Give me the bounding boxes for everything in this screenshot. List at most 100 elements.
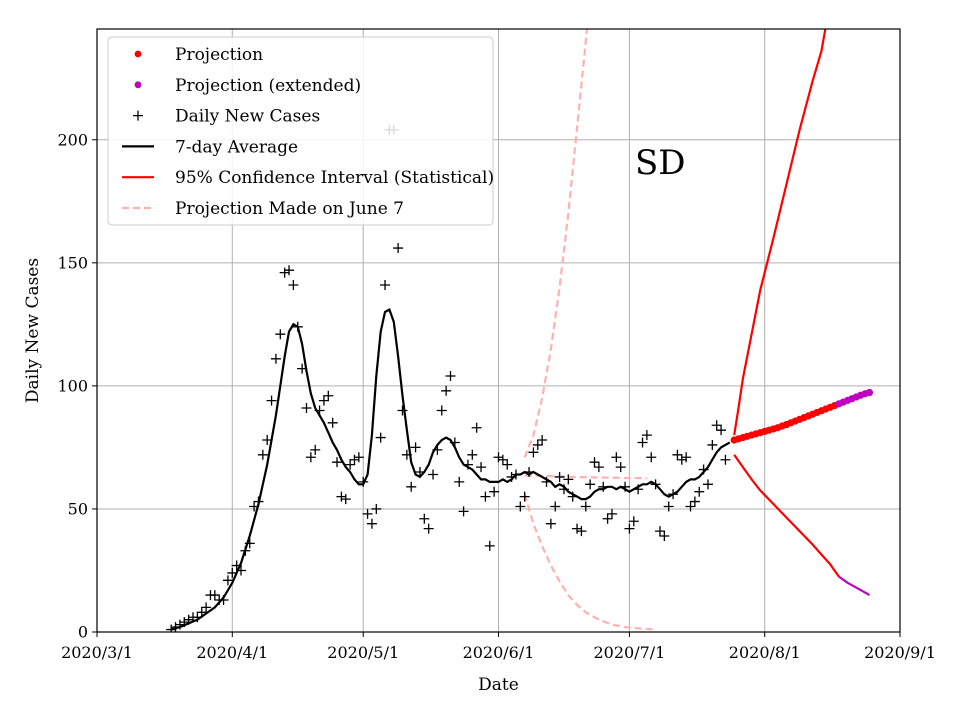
daily-case-point <box>558 484 569 495</box>
daily-case-point <box>702 479 713 490</box>
y-tick-label: 200 <box>57 130 88 149</box>
daily-case-point <box>380 279 391 290</box>
daily-case-point <box>454 476 465 487</box>
legend-label-avg7: 7-day Average <box>175 137 298 157</box>
daily-case-point <box>528 447 539 458</box>
daily-case-point <box>279 267 290 278</box>
daily-case-point <box>270 353 281 364</box>
daily-case-point <box>532 439 543 450</box>
y-axis: 0 50 100 150 200 <box>57 130 97 642</box>
daily-case-point <box>414 467 425 478</box>
daily-case-point <box>602 513 613 524</box>
daily-case-point <box>218 595 229 606</box>
daily-case-point <box>401 449 412 460</box>
daily-case-point <box>301 403 312 414</box>
x-tick-label: 2020/5/1 <box>327 643 399 662</box>
daily-case-point <box>253 496 264 507</box>
daily-case-point <box>537 435 548 446</box>
daily-case-point <box>284 265 295 276</box>
daily-case-point <box>646 452 657 463</box>
daily-case-point <box>685 501 696 512</box>
daily-case-point <box>620 481 631 492</box>
x-axis-label: Date <box>478 675 519 695</box>
daily-case-point <box>262 435 273 446</box>
x-tick-label: 2020/6/1 <box>463 643 535 662</box>
daily-case-point <box>428 469 439 480</box>
daily-case-point <box>310 444 321 455</box>
daily-case-point <box>423 523 434 534</box>
legend: Projection Projection (extended) Daily New… <box>107 36 494 226</box>
daily-case-point <box>711 420 722 431</box>
daily-case-point <box>170 622 181 632</box>
daily-case-point <box>179 617 190 628</box>
daily-case-point <box>393 243 404 254</box>
daily-case-point <box>353 452 364 463</box>
daily-case-point <box>707 439 718 450</box>
june7-projection-line <box>523 493 656 631</box>
daily-case-point <box>489 486 500 497</box>
daily-case-point <box>502 459 513 470</box>
projection-extended-point <box>865 388 874 397</box>
series-layer <box>166 29 874 632</box>
daily-case-point <box>654 526 665 537</box>
daily-case-point <box>628 516 639 527</box>
daily-case-point <box>445 371 456 382</box>
x-axis: 2020/3/1 2020/4/1 2020/5/1 2020/6/1 2020/7/1… <box>61 632 936 662</box>
daily-case-point <box>524 467 535 478</box>
ci-lower-extended-line <box>838 575 871 597</box>
legend-handle-projection <box>134 50 142 58</box>
y-tick-label: 0 <box>78 623 88 642</box>
daily-case-point <box>663 501 674 512</box>
daily-case-point <box>497 454 508 465</box>
legend-handle-daily <box>133 110 143 121</box>
daily-case-point <box>196 607 207 618</box>
daily-case-point <box>236 565 247 576</box>
daily-case-point <box>506 471 517 482</box>
x-tick-label: 2020/3/1 <box>61 643 133 662</box>
daily-case-point <box>441 385 452 396</box>
daily-case-point <box>257 449 268 460</box>
daily-case-point <box>336 491 347 502</box>
daily-case-point <box>432 444 443 455</box>
daily-case-point <box>266 395 277 406</box>
daily-case-point <box>611 452 622 463</box>
daily-case-point <box>305 452 316 463</box>
daily-case-point <box>716 425 727 436</box>
plot-area <box>166 29 874 632</box>
daily-case-point <box>681 452 692 463</box>
daily-case-point <box>471 422 482 433</box>
daily-case-point <box>288 279 299 290</box>
daily-case-point <box>231 560 242 571</box>
daily-case-point <box>240 545 251 556</box>
daily-case-point <box>480 491 491 502</box>
x-tick-label: 2020/9/1 <box>864 643 936 662</box>
daily-case-point <box>166 624 177 632</box>
x-tick-label: 2020/7/1 <box>593 643 665 662</box>
chart-annotation: SD <box>635 143 686 183</box>
daily-case-point <box>314 405 325 416</box>
daily-case-point <box>201 602 212 613</box>
daily-case-point <box>493 452 504 463</box>
daily-case-point <box>358 476 369 487</box>
x-tick-label: 2020/8/1 <box>729 643 801 662</box>
daily-case-point <box>244 538 255 549</box>
daily-case-point <box>345 459 356 470</box>
daily-case-point <box>227 567 238 578</box>
daily-case-point <box>589 457 600 468</box>
daily-case-point <box>585 479 596 490</box>
daily-case-point <box>371 503 382 514</box>
daily-case-point <box>458 506 469 517</box>
daily-case-point <box>362 508 373 519</box>
daily-case-point <box>332 457 343 468</box>
legend-label-projection_ext: Projection (extended) <box>175 76 361 96</box>
legend-handle-projection_ext <box>134 81 142 89</box>
daily-case-point <box>650 479 661 490</box>
daily-case-point <box>275 329 286 340</box>
seven-day-average-line <box>170 308 731 631</box>
daily-case-point <box>580 501 591 512</box>
daily-case-point <box>476 462 487 473</box>
daily-case-point <box>209 590 220 601</box>
daily-case-point <box>419 513 430 524</box>
daily-case-point <box>672 449 683 460</box>
